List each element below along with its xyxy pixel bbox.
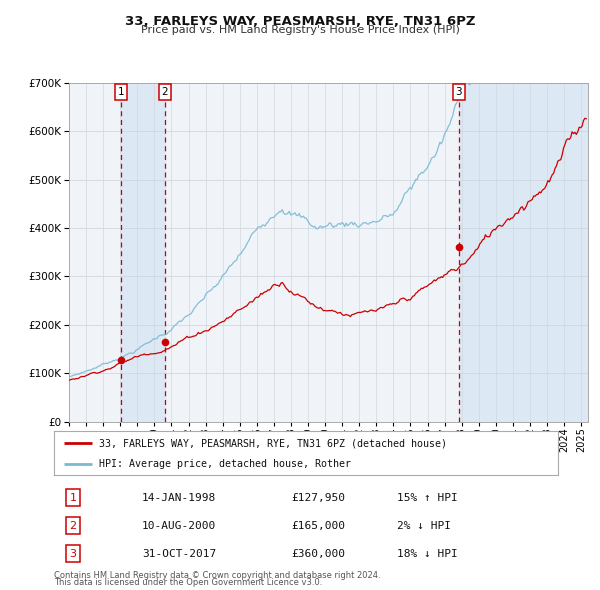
Text: £165,000: £165,000 (291, 520, 345, 530)
Text: 33, FARLEYS WAY, PEASMARSH, RYE, TN31 6PZ: 33, FARLEYS WAY, PEASMARSH, RYE, TN31 6P… (125, 15, 475, 28)
Text: 3: 3 (455, 87, 462, 97)
Text: 15% ↑ HPI: 15% ↑ HPI (397, 493, 457, 503)
Text: 3: 3 (70, 549, 77, 559)
Text: 18% ↓ HPI: 18% ↓ HPI (397, 549, 457, 559)
Text: 14-JAN-1998: 14-JAN-1998 (142, 493, 217, 503)
Bar (459, 83, 588, 422)
Text: HPI: Average price, detached house, Rother: HPI: Average price, detached house, Roth… (100, 459, 352, 469)
Text: £360,000: £360,000 (291, 549, 345, 559)
Text: 2: 2 (161, 87, 168, 97)
Text: Contains HM Land Registry data © Crown copyright and database right 2024.: Contains HM Land Registry data © Crown c… (54, 571, 380, 579)
Text: 33, FARLEYS WAY, PEASMARSH, RYE, TN31 6PZ (detached house): 33, FARLEYS WAY, PEASMARSH, RYE, TN31 6P… (100, 438, 448, 448)
Text: 31-OCT-2017: 31-OCT-2017 (142, 549, 217, 559)
Text: 10-AUG-2000: 10-AUG-2000 (142, 520, 217, 530)
Text: 1: 1 (118, 87, 124, 97)
Text: £127,950: £127,950 (291, 493, 345, 503)
Text: 1: 1 (70, 493, 77, 503)
Text: This data is licensed under the Open Government Licence v3.0.: This data is licensed under the Open Gov… (54, 578, 322, 587)
Text: 2: 2 (70, 520, 77, 530)
Bar (121, 83, 165, 422)
Text: Price paid vs. HM Land Registry's House Price Index (HPI): Price paid vs. HM Land Registry's House … (140, 25, 460, 35)
Text: 2% ↓ HPI: 2% ↓ HPI (397, 520, 451, 530)
